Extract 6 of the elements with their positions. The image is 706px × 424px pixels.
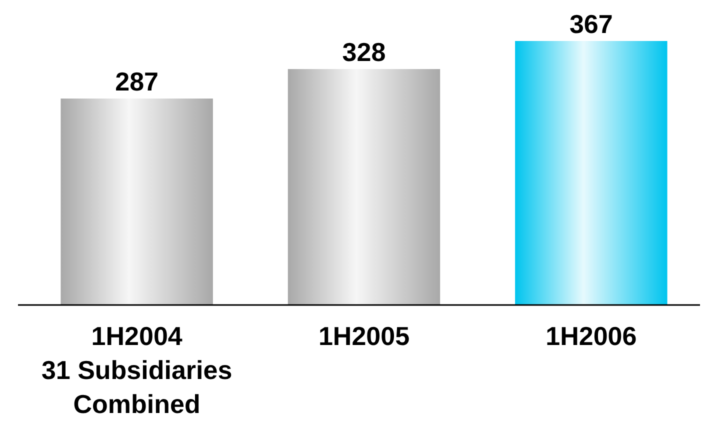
data-label: 328 — [342, 37, 386, 68]
x-tick-label: 1H2006 — [546, 321, 637, 351]
x-tick-label: 1H2005 — [318, 321, 410, 351]
x-tick-label: 1H2004 31 Subsidiaries Combined — [41, 321, 232, 419]
data-label: 367 — [569, 9, 613, 39]
data-label: 287 — [115, 66, 159, 97]
